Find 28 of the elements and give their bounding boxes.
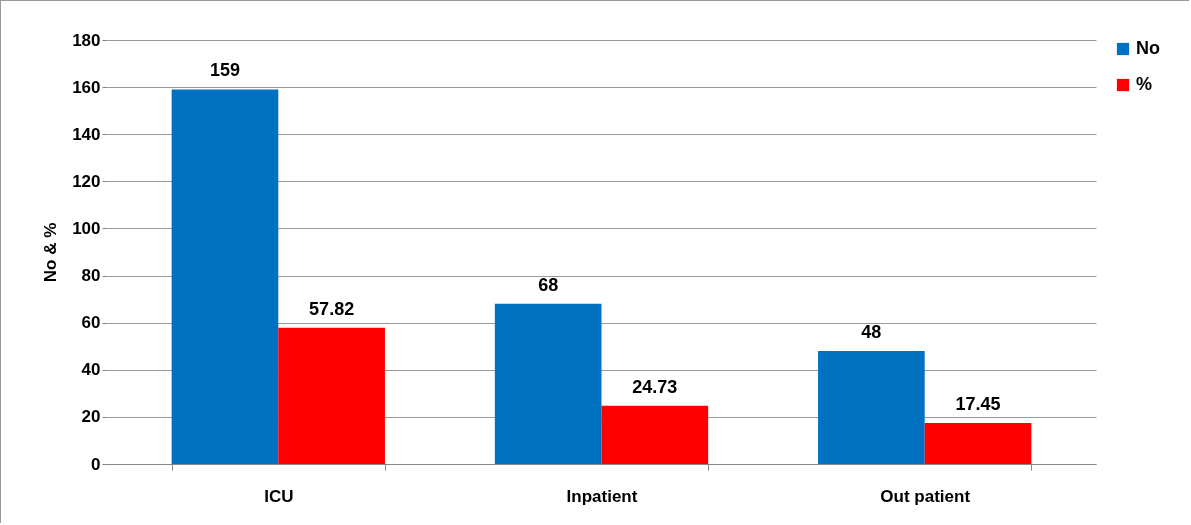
data-label: 24.73 <box>632 376 678 397</box>
y-tick-label: 120 <box>72 171 101 191</box>
bar <box>171 89 279 464</box>
bar <box>494 303 602 464</box>
x-tick-label: Out patient <box>880 486 971 506</box>
bar <box>601 405 709 464</box>
bar <box>924 422 1032 464</box>
bar <box>818 350 925 464</box>
x-tick-label: ICU <box>264 486 294 506</box>
y-tick-label: 100 <box>72 218 101 238</box>
x-tick-label: Inpatient <box>566 486 638 506</box>
y-tick-label: 60 <box>81 313 101 333</box>
data-label: 159 <box>209 60 240 81</box>
legend-label: No <box>1136 38 1160 58</box>
y-tick-label: 20 <box>81 407 101 427</box>
y-tick-label: 180 <box>72 30 101 50</box>
y-tick-label: 160 <box>72 77 101 97</box>
y-tick-label: 0 <box>91 454 101 474</box>
y-axis-title: No & % <box>41 222 61 283</box>
data-label: 57.82 <box>309 298 355 319</box>
bar <box>278 327 385 464</box>
y-tick-label: 80 <box>81 266 101 286</box>
legend-label: % <box>1136 74 1153 94</box>
y-tick-label: 140 <box>72 124 101 144</box>
y-tick-label: 40 <box>81 360 101 380</box>
data-label: 48 <box>861 321 882 342</box>
data-label: 17.45 <box>955 393 1001 414</box>
data-label: 68 <box>538 274 559 295</box>
